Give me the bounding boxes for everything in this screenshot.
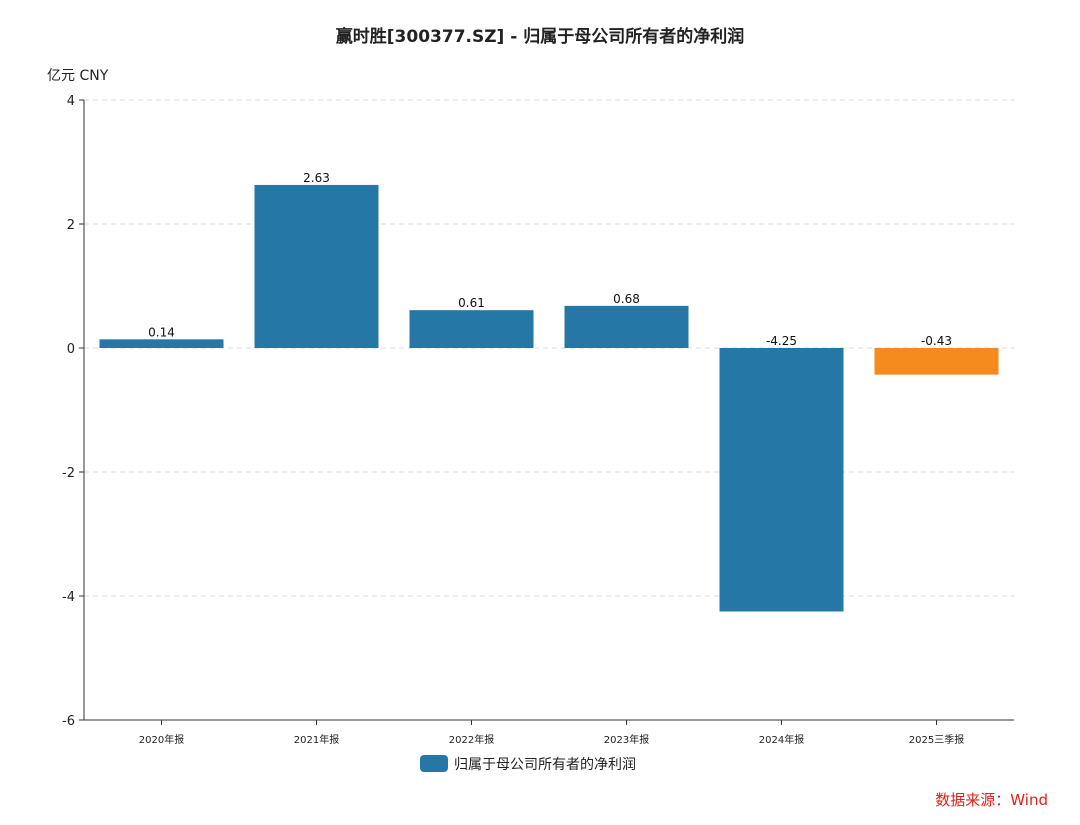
legend: 归属于母公司所有者的净利润 — [420, 755, 636, 773]
bar-2020年报 — [99, 339, 224, 348]
data-labels: 0.14 2.63 0.61 0.68 -4.25 -0.43 — [148, 171, 952, 348]
legend-swatch — [420, 755, 448, 772]
y-tick-label: -6 — [62, 714, 75, 729]
x-tick-label: 2023年报 — [604, 733, 649, 746]
x-tick-label: 2021年报 — [294, 733, 339, 746]
grid-lines — [84, 99, 1014, 597]
data-label: -0.43 — [921, 334, 952, 348]
chart-title: 赢时胜[300377.SZ] - 归属于母公司所有者的净利润 — [336, 26, 744, 47]
y-tick-label: 4 — [67, 94, 75, 109]
data-label: 0.68 — [613, 292, 640, 306]
axes: -6 -4 -2 0 2 4 2020年报 2021年报 2022年报 2023年报 2024年报 2… — [62, 94, 1014, 746]
bar-2025三季报 — [874, 348, 999, 375]
y-tick-label: -2 — [62, 466, 75, 481]
data-label: 0.61 — [458, 296, 485, 310]
legend-label: 归属于母公司所有者的净利润 — [454, 756, 636, 773]
data-label: 2.63 — [303, 171, 330, 185]
x-tick-label: 2025三季报 — [909, 733, 964, 746]
y-axis-unit-label: 亿元 CNY — [47, 68, 109, 84]
source-note: 数据来源：Wind — [935, 791, 1048, 809]
bars — [99, 184, 999, 612]
x-tick-label: 2020年报 — [139, 733, 184, 746]
bar-2022年报 — [409, 310, 534, 348]
bar-2023年报 — [564, 305, 689, 348]
bar-2024年报 — [719, 348, 844, 612]
y-tick-label: 2 — [67, 218, 75, 233]
bar-2021年报 — [254, 184, 379, 348]
y-tick-label: -4 — [62, 590, 75, 605]
y-tick-label: 0 — [67, 342, 75, 357]
x-tick-label: 2022年报 — [449, 733, 494, 746]
data-label: -4.25 — [766, 334, 797, 348]
data-label: 0.14 — [148, 325, 175, 339]
x-tick-label: 2024年报 — [759, 733, 804, 746]
